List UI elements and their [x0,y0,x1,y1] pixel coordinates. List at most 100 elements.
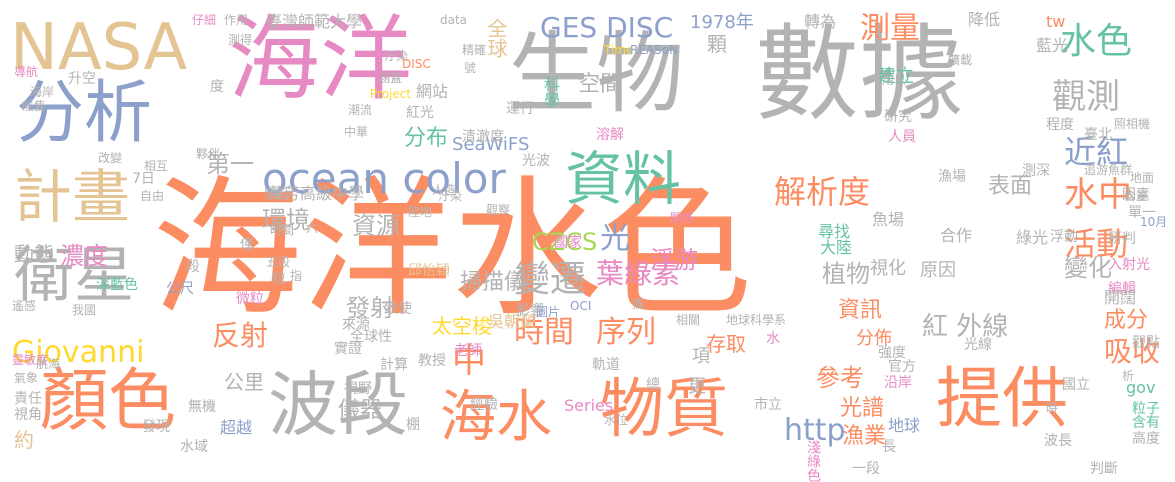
cloud-word: 度 [210,79,224,95]
cloud-word: 人造 [432,183,457,197]
cloud-word: 全球性 [350,329,392,345]
cloud-word: 波長 [1044,433,1072,449]
cloud-word: 近紅 [1064,133,1129,171]
cloud-word: 尋找 [818,222,851,241]
cloud-word: 第一 [206,150,254,178]
cloud-word: 吸收 [1104,335,1161,368]
cloud-word: 總 [646,377,660,393]
cloud-word: SeaWiFS [452,134,530,155]
cloud-word: 參考 [816,364,864,392]
cloud-word: 實證 [334,341,362,357]
cloud-word: 水色 [1060,21,1133,62]
cloud-word: 潮流 [348,103,373,117]
cloud-word: 更 [688,376,706,397]
cloud-word: CZCS [532,228,598,256]
cloud-word: 氣象 [14,371,39,385]
cloud-word: 測深 [1022,163,1050,179]
cloud-word: 臺北 [1084,127,1112,143]
cloud-word: 長 [882,439,896,455]
cloud-word: 建立 [878,66,914,87]
cloud-word: 水域 [180,439,208,455]
cloud-word: 因素 [1122,187,1150,203]
cloud-word: 超越 [220,418,253,437]
cloud-word: 公里 [224,370,264,394]
cloud-word: 視角 [14,407,42,423]
cloud-word: 序列 [596,315,656,350]
cloud-word: 導航 [14,65,39,79]
cloud-word: REASoN [630,43,679,57]
cloud-word: 時 [1046,401,1059,415]
cloud-word: 海水 [440,385,552,450]
cloud-word: 國立 [1062,377,1090,393]
cloud-word: 運行 [506,101,534,117]
cloud-word: 清澈度 [462,129,504,145]
cloud-word: 萬芳高級中學 [268,184,365,203]
cloud-word: 10月 [1140,215,1168,229]
cloud-word: NASA [10,11,188,85]
cloud-word: 軌道 [592,357,620,373]
cloud-word: 遙感 [12,299,37,313]
cloud-word: 改變 [98,151,123,165]
cloud-word: 粒子 [1132,401,1160,417]
cloud-word: 環境 [262,206,310,234]
cloud-word: 資料 [565,145,682,213]
cloud-word: 編輯 [1108,281,1136,297]
cloud-word: 程度 [1046,117,1074,133]
cloud-word: 紅光 [406,105,434,121]
cloud-word: 動態 [14,242,54,266]
cloud-word: 成分 [1104,308,1149,333]
cloud-word: 公尺 [166,281,194,297]
cloud-word: 時間 [514,315,574,350]
cloud-word: 光線 [964,337,992,353]
cloud-word: 浮動 [1050,229,1078,245]
cloud-word: 航海 [36,357,61,371]
cloud-word: 判斷 [1090,461,1118,477]
cloud-word: 經驗 [470,397,498,413]
cloud-word: 汙染 [438,189,463,203]
cloud-word: 水中 [1064,175,1132,215]
cloud-word: 測量 [860,11,920,46]
cloud-word: 單一 [1128,205,1156,221]
cloud-word: 相互 [144,159,169,173]
cloud-word: 顏色 [40,362,177,441]
cloud-word: 教授 [418,353,446,369]
cloud-word: 吳朝榮 [488,312,537,331]
cloud-word: 中華 [344,125,369,139]
cloud-word: 國家 [554,235,582,251]
cloud-word: 降低 [968,10,1001,29]
cloud-word: 指 [290,269,303,283]
cloud-word: 魚場 [872,210,905,229]
cloud-word: data [440,13,468,27]
cloud-word: 變化 [1064,254,1112,282]
cloud-word: 擴載 [948,53,973,67]
cloud-word: 五段 [266,255,291,269]
cloud-word: 含有 [1132,415,1160,431]
cloud-word: 衛星 [14,241,134,311]
cloud-word: 科學 [541,76,560,108]
cloud-word: 7日 [132,171,155,187]
cloud-word: 約 [14,428,34,452]
cloud-word: 紅 外線 [922,312,1009,342]
cloud-word: 入射光 [1108,257,1150,273]
cloud-word: 測得 [228,33,253,47]
cloud-word: Giovanni [12,335,145,370]
cloud-word: 溶解 [596,127,624,143]
cloud-word: 深藍色 [96,277,138,293]
cloud-word: 人員 [888,129,916,145]
cloud-word: 原因 [920,260,956,281]
cloud-word: tw [1046,12,1066,31]
cloud-word: 光 [600,221,630,256]
cloud-word: 船隻 [22,99,47,113]
cloud-word: 合作 [940,226,973,245]
cloud-word: Series [564,396,614,415]
cloud-word: 波段 [268,364,408,446]
cloud-word: 粒 [272,271,286,287]
cloud-word: 高度 [1132,431,1160,447]
cloud-word: 六 [306,221,319,235]
cloud-word: 水位 [604,413,629,427]
cloud-word: 段 [186,259,200,275]
cloud-word: 網站 [416,82,449,101]
cloud-word: 關係 [670,211,695,225]
cloud-word: 涵蓋 [378,71,403,85]
